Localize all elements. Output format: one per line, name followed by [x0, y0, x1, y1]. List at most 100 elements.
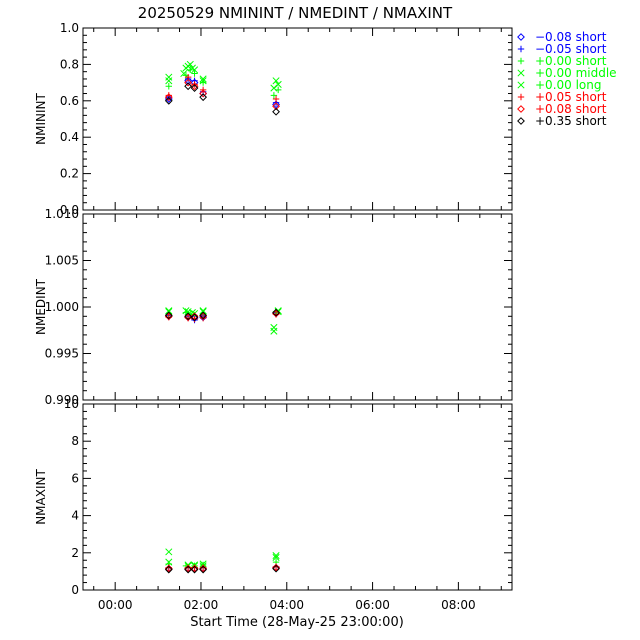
- legend-marker-x: [517, 69, 525, 77]
- data-point-0-35-short: [190, 565, 199, 574]
- data-point-0-08-short: [190, 82, 199, 91]
- data-point-0-08-short: [199, 564, 208, 573]
- legend-marker-diamond: [517, 117, 525, 125]
- data-point-0-35-short: [272, 564, 280, 573]
- data-point-0-00-long: [270, 327, 278, 335]
- data-point-0-00-middle: [272, 552, 280, 560]
- data-point-0-00-short: [165, 83, 172, 90]
- legend-entry: +0.00 middle: [517, 66, 617, 80]
- legend-entry: +0.00 long: [517, 78, 602, 92]
- data-point-0-00-middle: [165, 548, 173, 556]
- legend: −0.08 short−0.05 short+0.00 short+0.00 m…: [517, 30, 617, 128]
- data-point-0-08-short: [164, 93, 173, 102]
- legend-label: +0.00 long: [535, 78, 602, 92]
- y-tick-label: 0.0: [60, 203, 79, 217]
- legend-marker-plus: [517, 93, 525, 101]
- data-point-0-00-middle: [274, 80, 282, 88]
- legend-entry: −0.08 short: [517, 30, 607, 44]
- y-tick-label: 1.0: [60, 21, 79, 35]
- y-tick-label: 1.005: [45, 254, 79, 268]
- chart-title: 20250529 NMININT / NMEDINT / NMAXINT: [138, 4, 453, 22]
- data-point-0-08-short: [272, 100, 280, 109]
- data-point-0-00-short: [270, 92, 278, 99]
- plot-frame: [82, 403, 513, 591]
- data-point-0-35-short: [199, 311, 208, 320]
- x-axis-ticks: 00:00 02:00 04:00 06:00 08:00: [98, 598, 476, 612]
- y-tick-label: 2: [71, 546, 79, 560]
- y-tick-label: 0.990: [45, 393, 79, 407]
- data-point-0-00-long: [184, 62, 192, 70]
- x-tick-label: 00:00: [98, 598, 133, 612]
- legend-marker-plus: [517, 57, 525, 65]
- y-axis-label: NMEDINT: [34, 278, 48, 335]
- x-axis-label: Start Time (28-May-25 23:00:00): [190, 615, 404, 630]
- data-point-0-08-short: [199, 312, 208, 321]
- data-point-0-35-short: [184, 565, 193, 574]
- data-point-0-35-short: [184, 82, 193, 91]
- data-point-0-05-short: [272, 95, 280, 103]
- y-tick-label: 0.2: [60, 167, 79, 181]
- data-point-0-00-middle: [270, 323, 278, 332]
- y-axis-label: NMININT: [34, 92, 48, 144]
- y-tick-label: 8: [71, 434, 79, 448]
- legend-label: −0.05 short: [535, 42, 607, 56]
- legend-label: +0.05 short: [535, 90, 607, 104]
- data-point-0-00-long: [165, 558, 173, 566]
- legend-entry: +0.08 short: [517, 102, 607, 116]
- data-point-0-35-short: [184, 312, 193, 321]
- legend-entry: +0.05 short: [517, 90, 607, 104]
- data-point-0-00-long: [272, 77, 280, 85]
- data-point-0-08-short: [199, 89, 208, 98]
- legend-marker-plus: [517, 45, 525, 53]
- data-point-0-08-short: [184, 76, 193, 85]
- data-point-0-08-short: [164, 312, 173, 321]
- y-tick-label: 0: [71, 583, 79, 597]
- data-point-0-00-long: [199, 307, 207, 315]
- data-point-0-08-short: [184, 78, 193, 87]
- y-tick-label: 1.010: [45, 207, 79, 221]
- data-point-0-08-short: [184, 313, 193, 322]
- y-tick-label: 10: [64, 397, 79, 411]
- data-point-0-00-long: [165, 73, 173, 81]
- data-point-0-00-long: [180, 69, 188, 78]
- legend-marker-diamond: [517, 105, 525, 113]
- legend-marker-x: [517, 81, 525, 89]
- data-point-0-00-long: [188, 64, 196, 72]
- data-point-0-08-short: [272, 102, 280, 111]
- legend-entry: +0.00 short: [517, 54, 607, 68]
- y-tick-label: 0.8: [60, 57, 79, 71]
- y-tick-label: 0.4: [60, 130, 79, 144]
- data-point-0-35-short: [190, 84, 199, 92]
- panel-nmedint: 0.990 0.995 1.000 1.005 1.010 NMEDINT: [34, 207, 513, 407]
- x-tick-label: 08:00: [441, 598, 476, 612]
- x-tick-label: 06:00: [355, 598, 390, 612]
- data-point-0-35-short: [164, 565, 173, 574]
- data-point-0-08-short: [272, 563, 280, 572]
- panel-nmaxint: 0 2 4 6 8 10 NMAXINT: [34, 397, 513, 597]
- data-point-0-00-middle: [199, 560, 207, 568]
- data-point-0-00-long: [184, 308, 192, 316]
- legend-label: +0.08 short: [535, 102, 607, 116]
- data-point-0-00-short: [191, 70, 198, 77]
- legend-label: +0.00 short: [535, 54, 607, 68]
- data-point-0-08-short: [272, 309, 280, 318]
- y-tick-label: 0.6: [60, 94, 79, 108]
- legend-label: +0.35 short: [535, 114, 607, 128]
- plot-frame: [82, 27, 513, 211]
- legend-label: +0.00 middle: [535, 66, 617, 80]
- data-point-0-35-short: [190, 313, 199, 322]
- y-tick-label: 0.995: [45, 347, 79, 361]
- data-point-0-35-short: [272, 107, 280, 116]
- data-point-0-00-long: [199, 77, 207, 85]
- data-point-0-35-short: [164, 96, 173, 105]
- y-tick-label: 1.000: [45, 300, 79, 314]
- legend-entry: −0.05 short: [517, 42, 607, 56]
- legend-entry: +0.35 short: [517, 114, 607, 128]
- legend-marker-diamond: [517, 33, 525, 41]
- data-point-0-35-short: [199, 93, 208, 102]
- data-point-0-00-long: [272, 553, 280, 562]
- data-point-0-35-short: [272, 308, 280, 317]
- data-point-0-35-short: [164, 311, 173, 320]
- data-point-0-00-long: [165, 307, 173, 315]
